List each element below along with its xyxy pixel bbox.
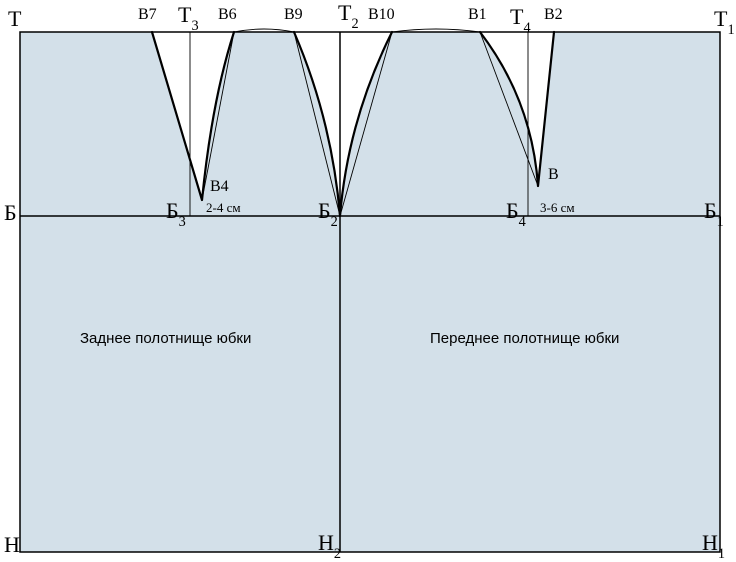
label-B4r: Б4 (506, 198, 526, 228)
pattern-svg (0, 0, 736, 562)
label-H: Н (4, 532, 20, 558)
label-B6: B6 (218, 6, 237, 24)
label-B: Б (4, 200, 17, 226)
diagram-stage: T T1 T2 T3 T4 Б Б1 Б2 Б3 Б4 Н Н1 Н2 B7 B6 B9 B10 B1 B2 B4 B 2… (0, 0, 736, 562)
label-B10: B10 (368, 6, 395, 24)
label-T: T (8, 6, 21, 32)
label-H2: Н2 (318, 530, 341, 560)
label-T1: T1 (714, 6, 735, 36)
label-B1: Б1 (704, 198, 724, 228)
label-H1: Н1 (702, 530, 725, 560)
label-T2: T2 (338, 0, 359, 30)
label-meas2: 3-6 см (540, 200, 575, 216)
panel-label-back: Заднее полотнище юбки (80, 330, 251, 347)
label-Blbl: B (548, 166, 559, 184)
panel-label-front: Переднее полотнище юбки (430, 330, 619, 347)
label-B1t: B1 (468, 6, 487, 24)
label-B7: B7 (138, 6, 157, 24)
label-B2t: B2 (544, 6, 563, 24)
label-T4: T4 (510, 4, 531, 34)
label-meas1: 2-4 см (206, 200, 241, 216)
label-T3: T3 (178, 2, 199, 32)
label-B9: B9 (284, 6, 303, 24)
label-B2: Б2 (318, 198, 338, 228)
label-B4lbl: B4 (210, 178, 229, 196)
label-B3: Б3 (166, 198, 186, 228)
